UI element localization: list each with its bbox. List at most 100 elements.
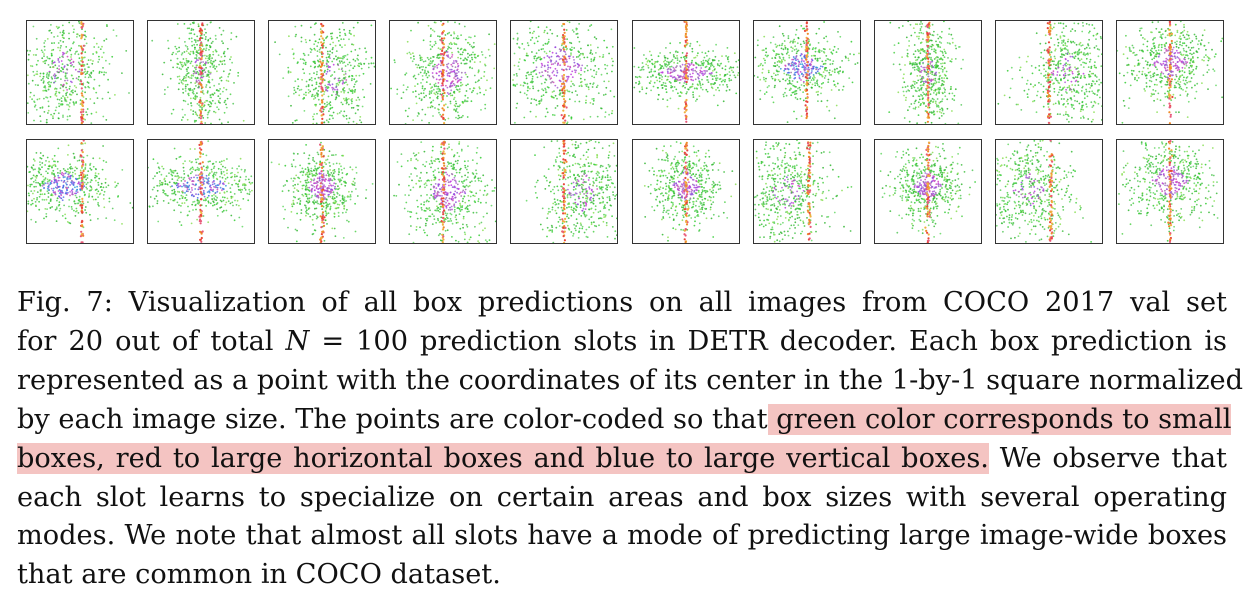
box-point	[700, 51, 703, 54]
box-point	[704, 70, 707, 72]
large-box-point	[927, 86, 930, 89]
box-point	[1096, 48, 1099, 50]
box-point	[555, 94, 557, 97]
box-point	[910, 103, 912, 105]
box-point	[787, 74, 789, 76]
box-point	[548, 86, 550, 89]
scatter-panel-9	[994, 20, 1103, 125]
box-point	[429, 90, 432, 93]
box-point	[903, 117, 906, 119]
scatter-plot	[632, 21, 739, 123]
large-box-point	[321, 117, 324, 120]
box-point	[1053, 49, 1056, 52]
box-point	[460, 84, 463, 87]
box-point	[848, 53, 851, 55]
box-point	[718, 84, 721, 86]
box-point	[540, 99, 543, 102]
box-point	[338, 68, 341, 70]
box-point	[191, 65, 194, 67]
box-point	[728, 74, 731, 77]
box-point	[422, 66, 425, 68]
box-point	[584, 78, 587, 81]
box-point	[303, 54, 306, 57]
box-point	[326, 59, 329, 62]
box-point	[913, 108, 916, 110]
box-point	[650, 68, 652, 71]
box-point	[1081, 44, 1084, 47]
box-point	[923, 70, 926, 73]
large-box-point	[1049, 115, 1052, 118]
box-point	[917, 101, 920, 104]
box-point	[923, 68, 926, 71]
box-point	[483, 71, 486, 73]
box-point	[948, 27, 950, 30]
box-point	[341, 82, 344, 85]
box-point	[690, 59, 693, 62]
box-point	[815, 80, 818, 83]
large-box-point	[81, 114, 84, 117]
box-point	[1057, 91, 1060, 94]
box-point	[594, 56, 596, 59]
box-point	[714, 55, 716, 58]
box-point	[329, 107, 332, 110]
box-point	[348, 98, 350, 100]
box-point	[727, 77, 730, 80]
box-point	[423, 60, 425, 63]
box-point	[1068, 67, 1071, 70]
box-point	[526, 82, 529, 85]
box-point	[191, 40, 193, 43]
box-point	[437, 35, 440, 37]
box-point	[457, 56, 460, 59]
large-box-point	[925, 38, 929, 41]
box-point	[450, 63, 453, 66]
box-point	[1126, 64, 1128, 67]
box-point	[448, 93, 451, 96]
box-point	[223, 59, 226, 62]
box-point	[362, 72, 365, 75]
box-point	[221, 63, 224, 65]
box-point	[1088, 90, 1091, 93]
box-point	[312, 118, 315, 121]
box-point	[357, 21, 359, 24]
box-point	[469, 60, 472, 62]
large-box-point	[805, 47, 808, 50]
large-box-point	[442, 84, 445, 87]
box-point	[464, 71, 467, 74]
box-point	[313, 72, 316, 74]
box-point	[86, 70, 89, 73]
box-point	[514, 85, 517, 87]
box-point	[72, 31, 75, 34]
box-point	[340, 91, 343, 93]
box-point	[196, 81, 198, 83]
box-point	[608, 80, 611, 83]
box-point	[473, 87, 476, 90]
large-box-point	[442, 63, 445, 66]
box-point	[328, 55, 331, 58]
box-point	[206, 59, 209, 62]
large-box-point	[442, 117, 445, 120]
box-point	[1085, 57, 1088, 60]
box-point	[608, 52, 611, 55]
box-point	[1087, 38, 1090, 41]
box-point	[914, 99, 917, 102]
box-point	[646, 59, 649, 62]
box-point	[27, 82, 30, 85]
box-point	[786, 121, 789, 123]
box-point	[682, 56, 685, 58]
box-point	[928, 27, 930, 30]
large-box-point	[440, 115, 443, 118]
box-point	[917, 106, 920, 108]
box-point	[664, 56, 666, 59]
large-box-point	[563, 115, 566, 118]
box-point	[205, 49, 207, 52]
box-point	[785, 73, 788, 76]
box-point	[70, 53, 73, 56]
box-point	[1135, 53, 1138, 56]
box-point	[800, 115, 803, 117]
box-point	[1146, 49, 1149, 52]
large-box-point	[685, 80, 688, 84]
box-point	[1062, 103, 1064, 106]
box-point	[939, 62, 942, 65]
scatter-plot	[390, 21, 496, 124]
box-point	[329, 84, 332, 87]
